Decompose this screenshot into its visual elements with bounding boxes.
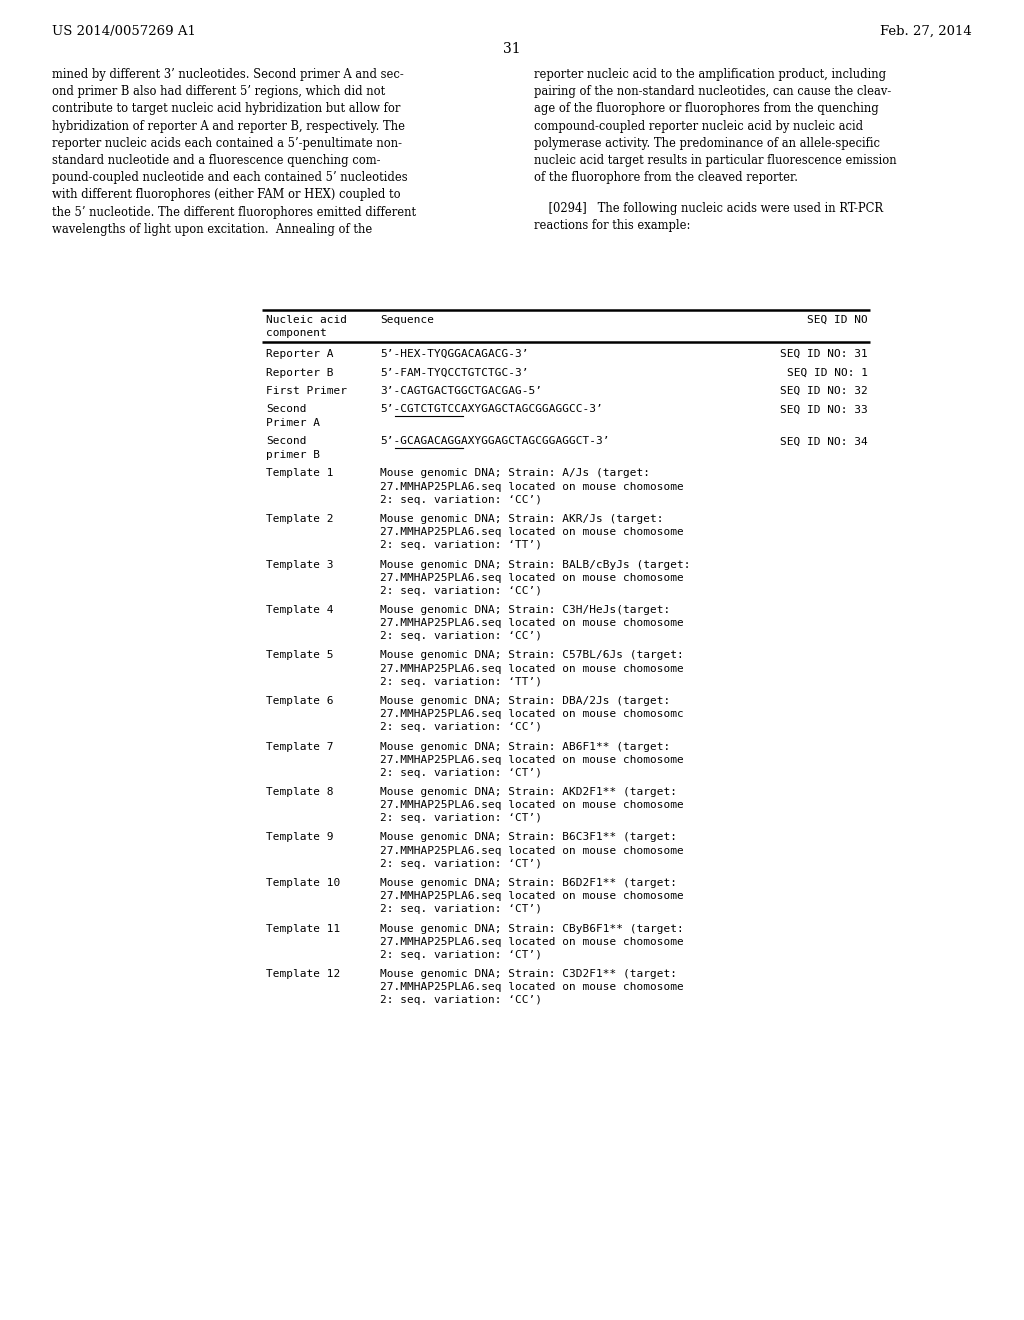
Text: 5’-HEX-TYQGGACAGACG-3’: 5’-HEX-TYQGGACAGACG-3’ <box>380 348 528 359</box>
Text: Second
Primer A: Second Primer A <box>266 404 319 428</box>
Text: Template 4: Template 4 <box>266 605 334 615</box>
Text: 5’-GCAGACAGGAXYGGAGCTAGCGGAGGCT-3’: 5’-GCAGACAGGAXYGGAGCTAGCGGAGGCT-3’ <box>380 437 609 446</box>
Text: Reporter B: Reporter B <box>266 367 334 378</box>
Text: Template 9: Template 9 <box>266 833 334 842</box>
Text: Template 7: Template 7 <box>266 742 334 751</box>
Text: Template 6: Template 6 <box>266 696 334 706</box>
Text: Mouse genomic DNA; Strain: DBA/2Js (target:
27.MMHAP25PLA6.seq located on mouse : Mouse genomic DNA; Strain: DBA/2Js (targ… <box>380 696 684 733</box>
Text: 5’-CGTCTGTCCAXYGAGCTAGCGGAGGCC-3’: 5’-CGTCTGTCCAXYGAGCTAGCGGAGGCC-3’ <box>380 404 603 414</box>
Text: SEQ ID NO: 34: SEQ ID NO: 34 <box>780 437 868 446</box>
Text: Mouse genomic DNA; Strain: B6C3F1** (target:
27.MMHAP25PLA6.seq located on mouse: Mouse genomic DNA; Strain: B6C3F1** (tar… <box>380 833 684 869</box>
Text: Template 11: Template 11 <box>266 924 340 933</box>
Text: Template 5: Template 5 <box>266 651 334 660</box>
Text: Template 3: Template 3 <box>266 560 334 569</box>
Text: Feb. 27, 2014: Feb. 27, 2014 <box>881 25 972 38</box>
Text: Mouse genomic DNA; Strain: C57BL/6Js (target:
27.MMHAP25PLA6.seq located on mous: Mouse genomic DNA; Strain: C57BL/6Js (ta… <box>380 651 684 686</box>
Text: SEQ ID NO: 1: SEQ ID NO: 1 <box>787 367 868 378</box>
Text: Mouse genomic DNA; Strain: CByB6F1** (target:
27.MMHAP25PLA6.seq located on mous: Mouse genomic DNA; Strain: CByB6F1** (ta… <box>380 924 684 960</box>
Text: Template 1: Template 1 <box>266 469 334 479</box>
Text: SEQ ID NO: 31: SEQ ID NO: 31 <box>780 348 868 359</box>
Text: Mouse genomic DNA; Strain: C3D2F1** (target:
27.MMHAP25PLA6.seq located on mouse: Mouse genomic DNA; Strain: C3D2F1** (tar… <box>380 969 684 1005</box>
Text: Sequence: Sequence <box>380 315 434 325</box>
Text: Mouse genomic DNA; Strain: AKR/Js (target:
27.MMHAP25PLA6.seq located on mouse c: Mouse genomic DNA; Strain: AKR/Js (targe… <box>380 513 684 550</box>
Text: Second
primer B: Second primer B <box>266 437 319 459</box>
Text: Reporter A: Reporter A <box>266 348 334 359</box>
Text: Mouse genomic DNA; Strain: BALB/cByJs (target:
27.MMHAP25PLA6.seq located on mou: Mouse genomic DNA; Strain: BALB/cByJs (t… <box>380 560 690 595</box>
Text: [0294]   The following nucleic acids were used in RT-PCR
reactions for this exam: [0294] The following nucleic acids were … <box>534 202 883 232</box>
Text: 31: 31 <box>503 42 521 55</box>
Text: mined by different 3’ nucleotides. Second primer A and sec-
ond primer B also ha: mined by different 3’ nucleotides. Secon… <box>52 69 416 236</box>
Text: Template 2: Template 2 <box>266 513 334 524</box>
Text: Mouse genomic DNA; Strain: A/Js (target:
27.MMHAP25PLA6.seq located on mouse cho: Mouse genomic DNA; Strain: A/Js (target:… <box>380 469 684 504</box>
Text: SEQ ID NO: 33: SEQ ID NO: 33 <box>780 404 868 414</box>
Text: 3’-CAGTGACTGGCTGACGAG-5’: 3’-CAGTGACTGGCTGACGAG-5’ <box>380 385 542 396</box>
Text: component: component <box>266 327 327 338</box>
Text: Template 10: Template 10 <box>266 878 340 888</box>
Text: reporter nucleic acid to the amplification product, including
pairing of the non: reporter nucleic acid to the amplificati… <box>534 69 897 185</box>
Text: Mouse genomic DNA; Strain: C3H/HeJs(target:
27.MMHAP25PLA6.seq located on mouse : Mouse genomic DNA; Strain: C3H/HeJs(targ… <box>380 605 684 642</box>
Text: Template 8: Template 8 <box>266 787 334 797</box>
Text: First Primer: First Primer <box>266 385 347 396</box>
Text: Mouse genomic DNA; Strain: AKD2F1** (target:
27.MMHAP25PLA6.seq located on mouse: Mouse genomic DNA; Strain: AKD2F1** (tar… <box>380 787 684 824</box>
Text: SEQ ID NO: SEQ ID NO <box>807 315 868 325</box>
Text: 5’-FAM-TYQCCTGTCTGC-3’: 5’-FAM-TYQCCTGTCTGC-3’ <box>380 367 528 378</box>
Text: Nucleic acid: Nucleic acid <box>266 315 347 325</box>
Text: Mouse genomic DNA; Strain: AB6F1** (target:
27.MMHAP25PLA6.seq located on mouse : Mouse genomic DNA; Strain: AB6F1** (targ… <box>380 742 684 777</box>
Text: US 2014/0057269 A1: US 2014/0057269 A1 <box>52 25 196 38</box>
Text: SEQ ID NO: 32: SEQ ID NO: 32 <box>780 385 868 396</box>
Text: Mouse genomic DNA; Strain: B6D2F1** (target:
27.MMHAP25PLA6.seq located on mouse: Mouse genomic DNA; Strain: B6D2F1** (tar… <box>380 878 684 913</box>
Text: Template 12: Template 12 <box>266 969 340 979</box>
